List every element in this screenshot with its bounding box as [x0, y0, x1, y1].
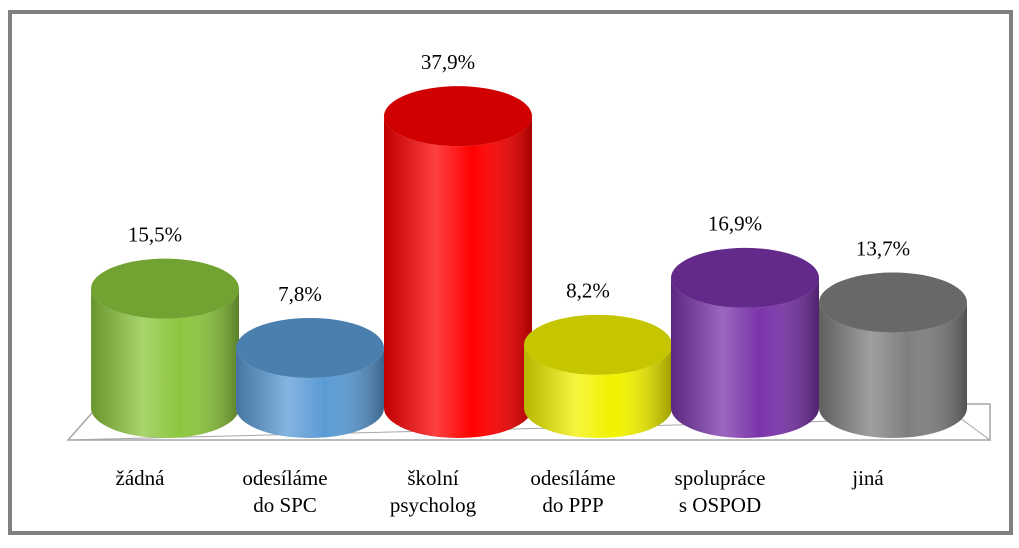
x-tick-label: školní	[407, 466, 459, 490]
x-tick-label: žádná	[116, 466, 166, 490]
cylinder-top	[91, 258, 239, 319]
x-tick-label: odesíláme	[242, 466, 327, 490]
x-tick-label: spolupráce	[675, 466, 766, 490]
cylinder-top-shade	[236, 317, 384, 378]
cylinder-top	[819, 272, 967, 333]
x-tick-label: do PPP	[542, 493, 603, 517]
cylinder-top-shade	[819, 272, 967, 333]
cylinder-shade	[91, 288, 239, 438]
cylinder-shade	[236, 347, 384, 438]
cylinder-top-shade	[524, 314, 672, 375]
x-tick-label: s OSPOD	[679, 493, 761, 517]
cylinder-top-shade	[91, 258, 239, 319]
cylinder-top	[236, 317, 384, 378]
cylinder-top	[384, 86, 532, 147]
cylinder-shade	[524, 344, 672, 438]
cylinder-shade	[671, 277, 819, 438]
data-label: 13,7%	[856, 236, 910, 260]
cylinder-top-shade	[671, 247, 819, 308]
data-label: 37,9%	[421, 50, 475, 74]
floor-edge	[67, 417, 992, 441]
cylinder-top	[671, 247, 819, 308]
data-label: 16,9%	[708, 212, 762, 236]
x-tick-label: do SPC	[253, 493, 317, 517]
x-tick-label: odesíláme	[530, 466, 615, 490]
x-tick-label: psycholog	[390, 493, 477, 517]
cylinder-top-shade	[384, 86, 532, 147]
cylinder-top	[524, 314, 672, 375]
cylinder-shade	[819, 302, 967, 438]
data-label: 8,2%	[566, 279, 610, 303]
data-label: 15,5%	[128, 222, 182, 246]
cylinder-shade	[384, 116, 532, 439]
data-label: 7,8%	[278, 282, 322, 306]
x-tick-label: jiná	[851, 466, 884, 490]
